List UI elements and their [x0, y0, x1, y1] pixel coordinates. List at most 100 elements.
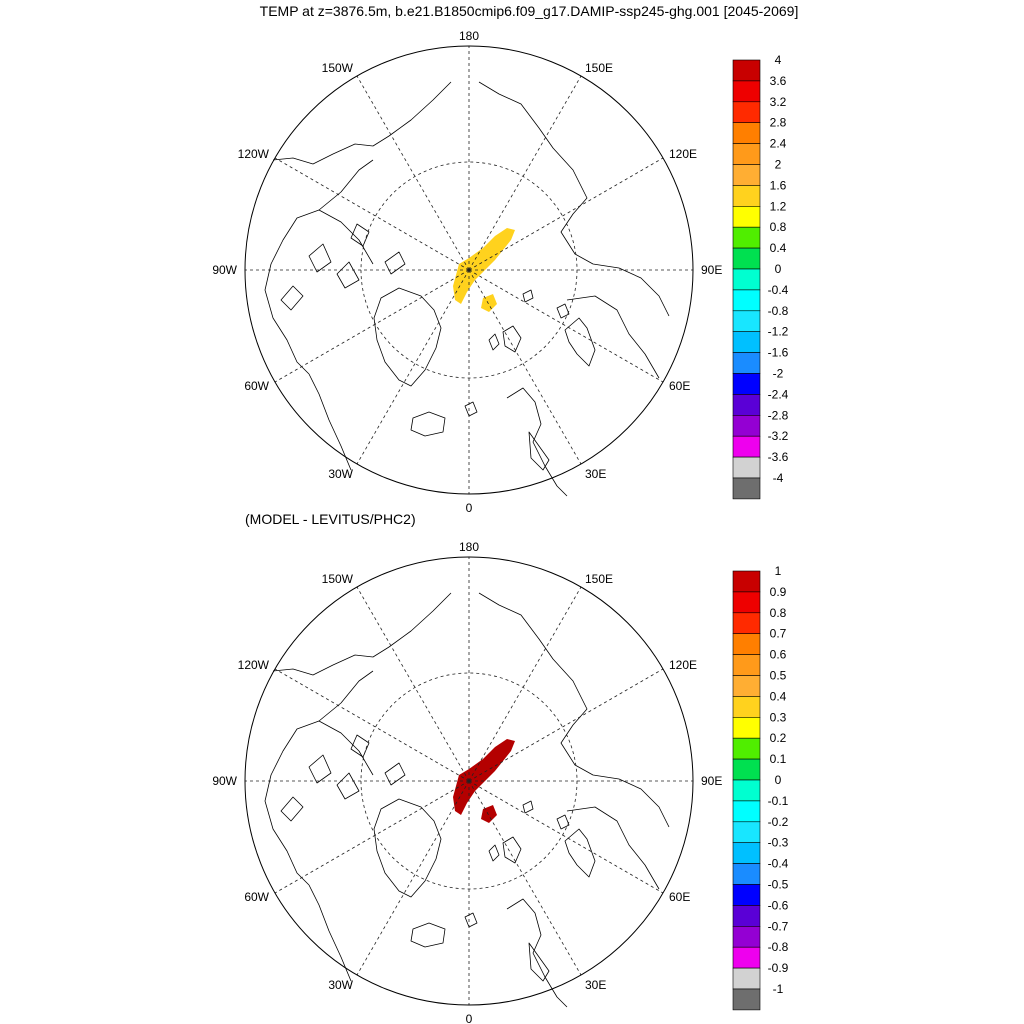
- colorbar-tick-label: -1.6: [768, 346, 789, 360]
- colorbar-tick-label: -0.8: [768, 304, 789, 318]
- coastline: [528, 942, 550, 982]
- coastlines: [264, 81, 670, 497]
- coastline: [488, 844, 500, 862]
- longitude-label-upper-left: 150W: [322, 61, 354, 75]
- coastline: [522, 800, 534, 814]
- colorbar-tick-label: 3.6: [770, 74, 787, 88]
- colorbar-swatch: [732, 143, 761, 165]
- coastline: [272, 592, 452, 676]
- colorbar-tick-label: -2: [773, 367, 784, 381]
- colorbar-swatch: [732, 80, 761, 103]
- panel-bottom-map: (MODEL - LEVITUS/PHC2) 180 150E 120E 90E 60E 3…: [212, 511, 788, 1024]
- coastline: [464, 401, 478, 417]
- colorbar-tick-label: -3.6: [768, 450, 789, 464]
- colorbar-swatch: [732, 570, 761, 593]
- colorbar-swatch: [732, 800, 761, 823]
- longitude-label-mid-lower-left: 60W: [244, 890, 269, 904]
- coastline: [280, 285, 304, 311]
- colorbar-tick-label: 4: [775, 53, 782, 67]
- colorbar-tick-label: -0.5: [768, 878, 789, 892]
- coastline: [502, 836, 522, 864]
- colorbar-tick-label: -2.4: [768, 387, 789, 401]
- colorbar-tick-label: 0: [775, 773, 782, 787]
- coastline: [308, 754, 332, 784]
- longitude-label-bottom: 0: [466, 1012, 473, 1024]
- colorbar-swatch: [732, 654, 761, 676]
- colorbar-swatch: [732, 268, 761, 291]
- coastline: [528, 431, 550, 471]
- coastline: [308, 884, 352, 982]
- panel-subtitle: (MODEL - LEVITUS/PHC2): [245, 511, 416, 527]
- colorbar-tick-label: 0.9: [770, 585, 787, 599]
- longitude-label-mid-lower-right: 60E: [669, 379, 690, 393]
- colorbar-swatch: [732, 226, 761, 249]
- colorbar-swatch: [732, 988, 761, 1011]
- coastline: [336, 772, 360, 800]
- coastline: [410, 411, 446, 437]
- coastline: [564, 317, 596, 367]
- longitude-label-mid-lower-right: 60E: [669, 890, 690, 904]
- meridian-line: [468, 269, 664, 383]
- colorbar-swatch: [732, 435, 761, 458]
- meridian-line: [468, 157, 664, 271]
- coastline: [373, 287, 442, 387]
- coastline: [384, 251, 406, 275]
- colorbar-swatch: [732, 331, 761, 353]
- colorbar-tick-label: 1.6: [770, 178, 787, 192]
- colorbar-swatch: [732, 758, 761, 781]
- colorbar-tick-label: 0.3: [770, 710, 787, 724]
- longitude-label-lower-right: 30E: [585, 467, 606, 481]
- longitude-label-lower-left: 30W: [328, 978, 353, 992]
- temperature-anomaly-region: [481, 294, 497, 312]
- colorbar-tick-label: -0.1: [768, 794, 789, 808]
- coastline: [384, 762, 406, 786]
- longitude-label-right: 90E: [701, 263, 722, 277]
- longitude-label-mid-upper-left: 120W: [238, 658, 270, 672]
- colorbar: 4 3.6 3.2 2.8 2.4 2 1.6 1.2 0.8 0.4 0 -0.4 -0.8 -1.2 -…: [732, 53, 789, 500]
- colorbar-swatch: [732, 352, 761, 374]
- meridian-line: [468, 780, 664, 894]
- colorbar-tick-label: 0.8: [770, 606, 787, 620]
- colorbar-tick-label: -0.4: [768, 283, 789, 297]
- colorbar-tick-label: 2.4: [770, 137, 787, 151]
- longitude-label-right: 90E: [701, 774, 722, 788]
- coastline: [522, 289, 534, 303]
- coastline: [308, 243, 332, 273]
- coastline: [488, 333, 500, 351]
- longitude-label-left: 90W: [212, 774, 237, 788]
- colorbar-tick-label: -1.2: [768, 325, 789, 339]
- meridian-line: [468, 780, 582, 976]
- colorbar-swatch: [732, 905, 761, 927]
- colorbar-swatch: [732, 59, 761, 82]
- meridian-line: [356, 780, 470, 976]
- longitude-label-upper-left: 150W: [322, 572, 354, 586]
- colorbar-tick-label: -0.6: [768, 898, 789, 912]
- coastline: [556, 303, 570, 319]
- meridian-line: [274, 269, 470, 383]
- colorbar-swatch: [732, 164, 761, 186]
- temperature-anomaly-region: [481, 805, 497, 823]
- colorbar-swatch: [732, 716, 761, 739]
- colorbar-swatch: [732, 884, 761, 906]
- figure-title: TEMP at z=3876.5m, b.e21.B1850cmip6.f09_…: [260, 3, 799, 19]
- meridian-line: [468, 269, 582, 465]
- temperature-anomaly-region: [453, 739, 515, 815]
- colorbar-tick-label: 0.8: [770, 220, 787, 234]
- colorbar: 1 0.9 0.8 0.7 0.6 0.5 0.4 0.3 0.2 0.1 0 -0.1 -0.2 -0.…: [732, 564, 789, 1011]
- meridian-line: [274, 668, 470, 782]
- colorbar-swatch: [732, 414, 761, 437]
- colorbar-swatch: [732, 821, 761, 843]
- colorbar-swatch: [732, 779, 761, 802]
- colorbar-swatch: [732, 591, 761, 614]
- colorbar-tick-label: 2: [775, 158, 782, 172]
- colorbar-swatch: [732, 185, 761, 207]
- colorbar-tick-label: -0.8: [768, 940, 789, 954]
- meridian-line: [356, 75, 470, 271]
- colorbar-swatch: [732, 696, 761, 718]
- colorbar-swatch: [732, 946, 761, 969]
- colorbar-tick-label: 0.5: [770, 669, 787, 683]
- temperature-anomaly-region: [453, 228, 515, 304]
- coastline: [318, 670, 374, 722]
- colorbar-swatch: [732, 456, 761, 479]
